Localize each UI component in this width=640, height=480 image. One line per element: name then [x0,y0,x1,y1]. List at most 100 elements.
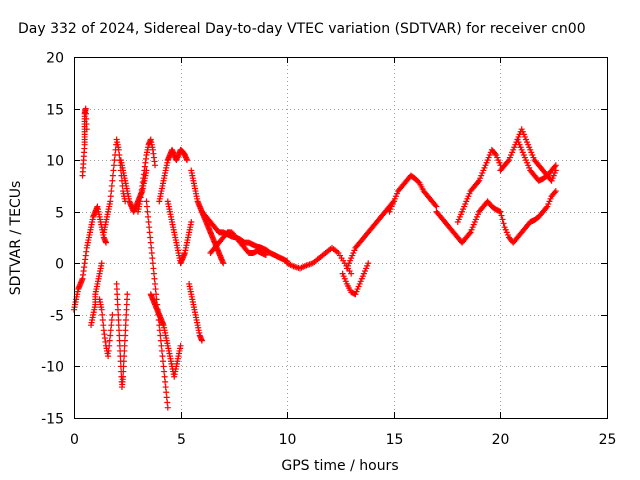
series-arc-14 [186,280,205,344]
data-point [122,317,129,324]
data-point [124,291,131,298]
data-point [102,239,109,246]
data-point [120,358,127,365]
data-point [147,239,154,246]
data-point [114,291,121,298]
data-point [148,249,155,256]
data-point [158,347,165,354]
data-point [498,212,505,219]
data-point [551,189,558,196]
data-point [83,126,90,133]
data-point [121,353,128,360]
data-point [552,162,559,169]
series-arc-6 [113,280,131,391]
data-point [146,224,153,231]
data-point [108,322,115,329]
data-point [114,301,121,308]
data-point [123,311,130,318]
plot-frame [74,57,608,419]
y-axis-label: SDTVAR / TECUs [8,181,24,296]
data-point [115,311,122,318]
data-point [144,203,151,210]
y-tick-label: 0 [55,257,64,273]
data-point [82,105,89,112]
data-point [121,342,128,349]
data-point [158,342,165,349]
data-point [145,213,152,220]
series-arc-25 [497,136,559,184]
y-tick-label: -10 [41,360,64,376]
data-point [109,311,116,318]
data-point [123,301,130,308]
data-point [109,177,116,184]
data-point [114,296,121,303]
data-point [150,265,157,272]
data-point [99,317,106,324]
data-point [108,182,115,189]
data-point [157,332,164,339]
data-point [108,317,115,324]
series-arc-8 [134,136,159,215]
data-point [143,198,150,205]
data-point [116,332,123,339]
data-point [183,157,190,164]
series-arc-4 [96,296,116,360]
data-point [466,230,473,237]
data-point [121,337,128,344]
data-point [120,373,127,380]
data-point [110,167,117,174]
x-axis-label: GPS time / hours [281,458,398,474]
data-point [105,347,112,354]
data-point [105,353,112,360]
data-point [504,158,511,165]
data-point [98,260,105,267]
data-point [100,322,107,329]
data-point [150,270,157,277]
data-point [116,327,123,334]
data-point [432,202,439,209]
data-point [551,163,558,170]
data-point [113,286,120,293]
data-point [107,327,114,334]
data-point [120,363,127,370]
data-point [116,151,123,158]
data-point [164,404,171,411]
data-point [107,332,114,339]
data-point [83,115,90,122]
data-point [552,188,559,195]
data-point [198,337,205,344]
series-arc-21 [433,198,504,246]
series-arc-23 [497,188,559,246]
data-point [149,255,156,262]
series-arc-3 [88,260,105,329]
x-tick-label: 5 [177,432,186,448]
y-tick-label: 20 [46,51,64,67]
data-point [148,244,155,251]
data-point [110,162,117,169]
y-tick-label: -15 [41,412,64,428]
data-point [113,280,120,287]
data-point [115,322,122,329]
series-arc-18 [339,260,372,298]
data-point [433,203,440,210]
data-point [499,216,506,223]
series-arc-20 [386,172,440,215]
data-point [124,296,131,303]
x-tick-label: 10 [279,432,297,448]
x-tick-label: 15 [386,432,404,448]
data-point [83,121,90,128]
data-point [543,204,550,211]
data-point [348,270,355,277]
series-arc-11 [156,146,190,205]
data-point [220,260,227,267]
series-arc-2 [79,105,90,179]
data-point [122,322,129,329]
data-point [152,286,159,293]
data-point [122,332,129,339]
data-point [121,347,128,354]
y-tick-label: 5 [55,206,64,222]
y-tick-label: 10 [46,154,64,170]
data-point [108,188,115,195]
